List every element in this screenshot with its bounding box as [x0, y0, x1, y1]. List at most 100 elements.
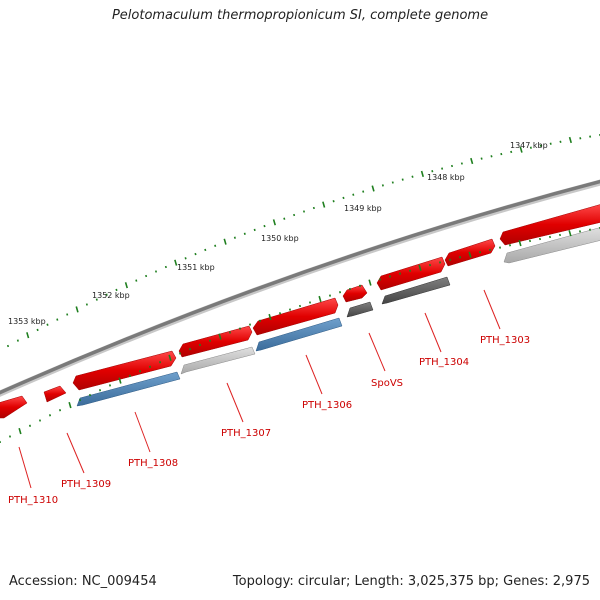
outer-scale-minor-tick: [381, 184, 384, 187]
gene-pth-1306-reverse[interactable]: [255, 317, 343, 352]
gene-pth-1310-arrow[interactable]: [0, 395, 28, 419]
outer-scale-minor-tick: [253, 228, 256, 232]
outer-scale-minor-tick: [500, 152, 503, 156]
gene-label-pth-1307[interactable]: PTH_1307: [221, 428, 271, 439]
inner-scale-minor-tick: [558, 233, 562, 237]
kbp-label-1349: 1349 kbp: [344, 204, 382, 213]
inner-scale-minor-tick: [508, 244, 512, 247]
inner-scale-major-tick: [318, 295, 322, 303]
gene-pth-1304-arrow[interactable]: [376, 256, 446, 291]
outer-scale-minor-tick: [460, 162, 463, 165]
gene-pth-1303-reverse[interactable]: [503, 227, 600, 264]
inner-scale-major-tick: [468, 251, 472, 258]
gene-pth-1308-reverse[interactable]: [76, 371, 181, 407]
gene-pth-1307-reverse[interactable]: [180, 346, 256, 375]
leader-pth-1308: [134, 411, 151, 453]
inner-scale-major-tick: [168, 354, 172, 361]
inner-scale-minor-tick: [348, 287, 352, 291]
gene-pth-1306-arrow[interactable]: [252, 297, 339, 336]
inner-scale-minor-tick: [258, 319, 262, 322]
outer-scale-major-tick: [26, 332, 30, 339]
inner-scale-major-tick: [218, 333, 222, 340]
outer-scale-minor-tick: [401, 178, 404, 181]
outer-scale-minor-tick: [135, 279, 138, 282]
inner-scale-minor-tick: [158, 361, 162, 364]
inner-scale-minor-tick: [378, 278, 382, 281]
outer-scale-minor-tick: [352, 193, 355, 196]
outer-scale-minor-tick: [164, 265, 167, 269]
inner-scale-minor-tick: [108, 384, 112, 387]
inner-scale-minor-tick: [148, 365, 152, 368]
outer-scale-major-tick: [124, 282, 128, 289]
inner-scale-major-tick: [68, 401, 72, 409]
gene-label-spovs[interactable]: SpoVS: [371, 378, 403, 389]
gene-label-pth-1310[interactable]: PTH_1310: [8, 495, 58, 506]
inner-scale-minor-tick: [98, 389, 102, 392]
gene-pth-1308-arrow[interactable]: [72, 350, 177, 391]
inner-scale-minor-tick: [0, 440, 2, 444]
inner-scale-minor-tick: [328, 294, 332, 297]
outer-scale-ring: [6, 133, 600, 348]
inner-scale-minor-tick: [28, 424, 32, 427]
inner-scale-minor-tick: [178, 352, 182, 355]
topology-text: Topology: circular; Length: 3,025,375 bp…: [232, 574, 590, 589]
gene-labels: PTH_1310 PTH_1309 PTH_1308 PTH_1307 PTH_…: [8, 335, 530, 506]
leader-pth-1303: [483, 289, 501, 330]
inner-scale-minor-tick: [228, 331, 232, 334]
gene-label-pth-1308[interactable]: PTH_1308: [128, 458, 178, 469]
gene-spovs-reverse[interactable]: [346, 301, 374, 318]
inner-scale-minor-tick: [208, 339, 212, 342]
outer-scale-dots: [6, 133, 600, 348]
gene-label-pth-1303[interactable]: PTH_1303: [480, 335, 530, 346]
gene-pth-1307-arrow[interactable]: [178, 325, 253, 358]
outer-scale-minor-tick: [243, 232, 246, 235]
inner-scale-major-tick: [568, 230, 572, 237]
inner-scale-major-tick: [518, 239, 522, 247]
outer-scale-minor-tick: [342, 196, 345, 200]
gene-spovs-arrow[interactable]: [342, 284, 368, 303]
inner-scale-minor-tick: [538, 237, 542, 241]
leader-pth-1304: [424, 312, 442, 353]
outer-scale-minor-tick: [391, 181, 394, 184]
leader-pth-1310: [18, 446, 32, 489]
gene-label-pth-1309[interactable]: PTH_1309: [61, 479, 111, 490]
outer-scale-major-tick: [371, 185, 375, 192]
outer-scale-minor-tick: [36, 328, 39, 332]
inner-scale-minor-tick: [288, 308, 292, 311]
accession-text: Accession: NC_009454: [9, 574, 157, 589]
outer-scale-minor-tick: [6, 344, 10, 348]
kbp-labels: 1353 kbp 1352 kbp 1351 kbp 1350 kbp 1349…: [8, 141, 548, 326]
outer-scale-minor-tick: [85, 303, 88, 306]
outer-scale-minor-tick: [362, 190, 365, 193]
outer-scale-minor-tick: [145, 274, 148, 278]
inner-scale-minor-tick: [388, 275, 392, 278]
inner-scale-minor-tick: [38, 419, 42, 422]
outer-scale-minor-tick: [431, 170, 434, 173]
outer-scale-minor-tick: [312, 206, 315, 210]
outer-scale-minor-tick: [589, 135, 592, 138]
inner-scale-minor-tick: [358, 284, 362, 287]
outer-scale-major-tick: [174, 259, 178, 266]
gene-pth-1304-reverse[interactable]: [381, 276, 451, 305]
kbp-label-1352: 1352 kbp: [92, 291, 130, 300]
gene-label-pth-1304[interactable]: PTH_1304: [419, 357, 469, 368]
kbp-label-1353: 1353 kbp: [8, 317, 46, 326]
inner-scale-minor-tick: [338, 291, 342, 294]
gene-next-arrow[interactable]: [499, 204, 600, 246]
reverse-strand-genes: [76, 227, 600, 407]
inner-scale-minor-tick: [448, 258, 452, 261]
inner-scale-major-tick: [18, 427, 22, 435]
inner-scale-major-tick: [268, 313, 272, 321]
inner-scale-major-tick: [368, 279, 372, 286]
inner-scale-minor-tick: [398, 272, 402, 275]
outer-scale-major-tick: [223, 238, 227, 245]
outer-scale-minor-tick: [204, 248, 207, 252]
outer-scale-major-tick: [272, 219, 276, 226]
gene-label-pth-1306[interactable]: PTH_1306: [302, 400, 352, 411]
inner-scale-minor-tick: [188, 347, 192, 351]
outer-scale-minor-tick: [263, 224, 266, 228]
leader-spovs: [368, 332, 386, 372]
gene-pth-1309-arrow[interactable]: [43, 385, 67, 403]
kbp-label-1350: 1350 kbp: [261, 234, 299, 243]
